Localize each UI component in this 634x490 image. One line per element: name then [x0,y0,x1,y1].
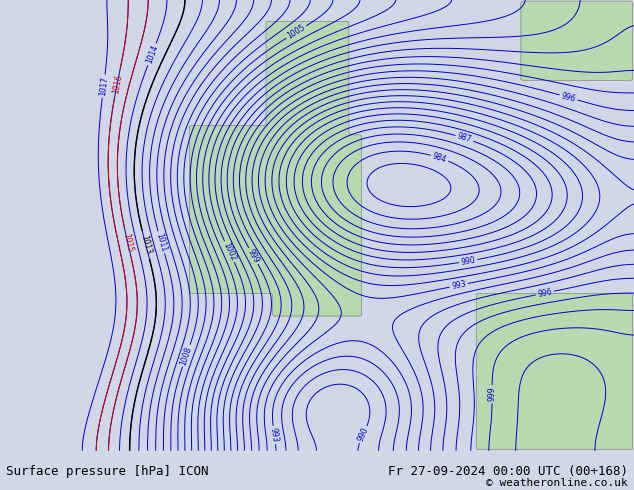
Text: 1013: 1013 [139,234,153,255]
Text: Surface pressure [hPa] ICON: Surface pressure [hPa] ICON [6,465,209,478]
Text: 999: 999 [488,387,496,401]
Text: 1011: 1011 [154,232,168,253]
Text: 990: 990 [356,426,370,443]
Text: 993: 993 [269,427,280,443]
Text: 1015: 1015 [121,232,134,253]
Text: 987: 987 [456,132,473,145]
Text: Fr 27-09-2024 00:00 UTC (00+168): Fr 27-09-2024 00:00 UTC (00+168) [387,465,628,478]
Text: 999: 999 [246,247,261,265]
Text: 996: 996 [537,287,553,299]
Text: 1016: 1016 [111,74,124,94]
Text: 996: 996 [560,91,577,104]
Text: © weatheronline.co.uk: © weatheronline.co.uk [486,478,628,488]
Text: 984: 984 [431,151,448,165]
Text: 1008: 1008 [179,345,194,366]
Text: 990: 990 [460,255,476,267]
Text: 1005: 1005 [286,23,307,41]
Text: 1002: 1002 [221,241,238,262]
Text: 993: 993 [451,279,467,291]
Text: 1017: 1017 [98,76,109,96]
Text: 1014: 1014 [145,44,160,65]
